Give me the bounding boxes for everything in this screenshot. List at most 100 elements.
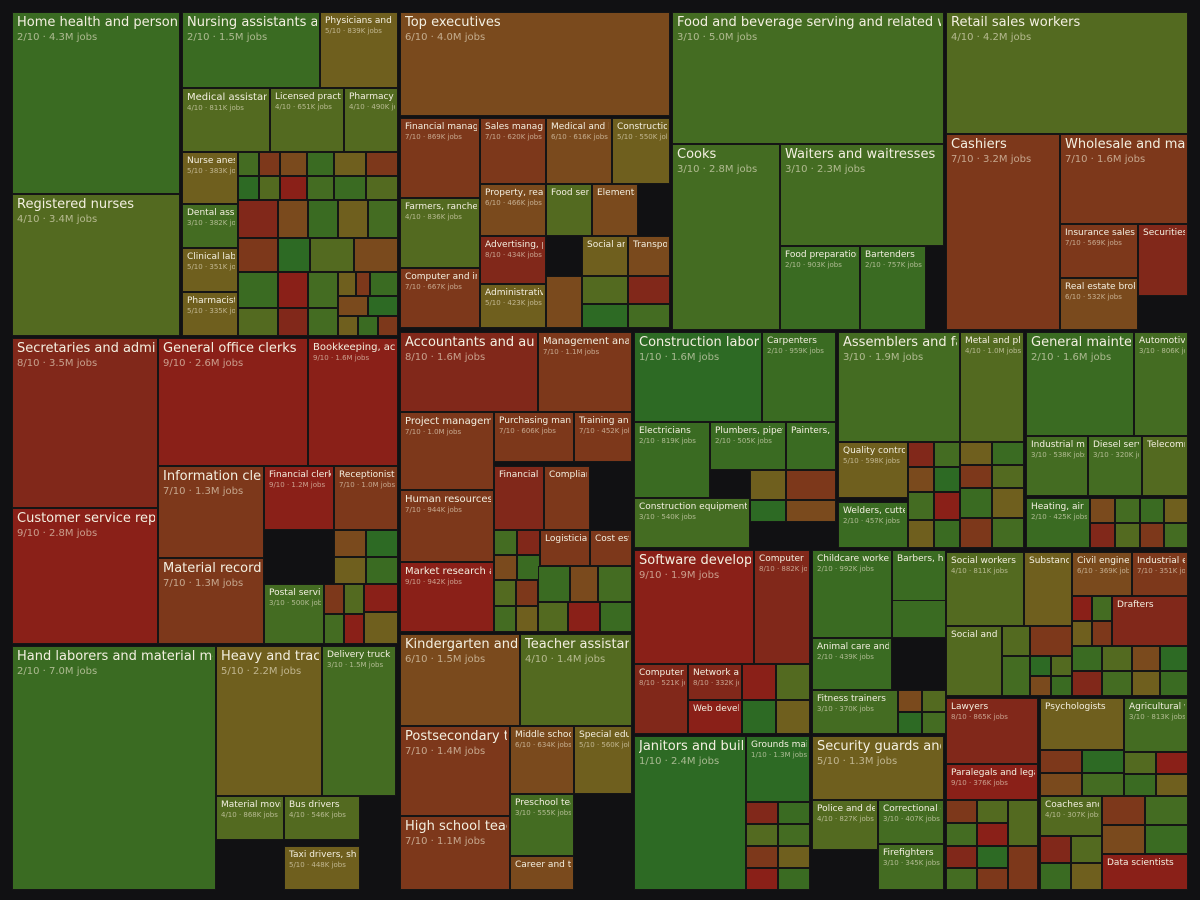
treemap-small-tile[interactable] [278,200,308,238]
treemap-small-tile[interactable] [977,800,1008,823]
treemap-tile[interactable]: Material recording clerks 7/10 · 1.3M job… [158,558,264,644]
treemap-small-tile[interactable] [1115,523,1140,548]
treemap-small-tile[interactable] [1040,836,1071,863]
treemap-tile[interactable]: Registered nurses 4/10 · 3.4M jobs [12,194,180,336]
treemap-tile[interactable]: Transportation managers [628,236,670,276]
treemap-tile[interactable]: Food service managers [546,184,592,236]
treemap-small-tile[interactable] [946,800,977,823]
treemap-small-tile[interactable] [1071,863,1102,890]
treemap-tile[interactable]: Nursing assistants and orderlies 2/10 · 1… [182,12,320,88]
treemap-small-tile[interactable] [370,272,398,296]
treemap-small-tile[interactable] [1102,671,1132,696]
treemap-small-tile[interactable] [946,823,977,846]
treemap-small-tile[interactable] [960,488,992,518]
treemap-small-tile[interactable] [324,614,344,644]
treemap-tile[interactable]: Special education teachers5/10 · 560K jo… [574,726,632,794]
treemap-tile[interactable]: Janitors and building cleaners 1/10 · 2.4… [634,736,746,890]
treemap-tile[interactable]: Medical assistants4/10 · 811K jobs [182,88,270,152]
treemap-small-tile[interactable] [494,555,517,580]
treemap-tile[interactable]: Farmers, ranchers, and agricultural mana… [400,198,480,268]
treemap-small-tile[interactable] [238,176,259,200]
treemap-small-tile[interactable] [778,846,810,868]
treemap-tile[interactable]: Paralegals and legal assistants9/10 · 37… [946,764,1038,800]
treemap-tile[interactable]: Lawyers 8/10 · 865K jobs [946,698,1038,764]
treemap-small-tile[interactable] [1071,836,1102,863]
treemap-small-tile[interactable] [1030,676,1051,696]
treemap-small-tile[interactable] [1030,656,1051,676]
treemap-tile[interactable]: Hand laborers and material movers 2/10 · … [12,646,216,890]
treemap-tile[interactable]: Electricians 2/10 · 819K jobs [634,422,710,498]
treemap-tile[interactable]: Sales managers7/10 · 620K jobs [480,118,546,184]
treemap-tile[interactable]: Agricultural workers3/10 · 813K jobs [1124,698,1188,752]
treemap-small-tile[interactable] [1090,498,1115,523]
treemap-small-tile[interactable] [238,272,278,308]
treemap-tile[interactable]: Market research analysts9/10 · 942K jobs [400,562,494,632]
treemap-small-tile[interactable] [494,580,516,606]
treemap-tile[interactable]: Diesel service technicians3/10 · 320K jo… [1088,436,1142,496]
treemap-tile[interactable]: Plumbers, pipefitters2/10 · 505K jobs [710,422,786,470]
treemap-small-tile[interactable] [742,700,776,734]
treemap-tile[interactable]: Psychologists [1040,698,1124,750]
treemap-small-tile[interactable] [922,690,946,712]
treemap-small-tile[interactable] [946,868,977,890]
treemap-small-tile[interactable] [238,238,278,272]
treemap-small-tile[interactable] [1051,676,1072,696]
treemap-small-tile[interactable] [334,176,366,200]
treemap-small-tile[interactable] [378,316,398,336]
treemap-small-tile[interactable] [1002,626,1030,656]
treemap-small-tile[interactable] [922,712,946,734]
treemap-small-tile[interactable] [582,276,628,304]
treemap-tile[interactable]: Middle school teachers6/10 · 634K jobs [510,726,574,794]
treemap-small-tile[interactable] [1102,796,1145,825]
treemap-small-tile[interactable] [238,308,278,336]
treemap-tile[interactable]: Social and community service managers [582,236,628,276]
treemap-small-tile[interactable] [908,492,934,520]
treemap-small-tile[interactable] [307,176,334,200]
treemap-tile[interactable]: Assemblers and fabricators 3/10 · 1.9M jo… [838,332,960,442]
treemap-tile[interactable]: Bartenders 2/10 · 757K jobs [860,246,926,330]
treemap-small-tile[interactable] [1072,671,1102,696]
treemap-tile[interactable]: High school teachers 7/10 · 1.1M jobs [400,816,510,890]
treemap-tile[interactable]: Logisticians [540,530,590,566]
treemap-small-tile[interactable] [366,530,398,557]
treemap-tile[interactable]: Food and beverage serving and related wo… [672,12,944,144]
treemap-tile[interactable]: Painters, construction [786,422,836,470]
treemap-small-tile[interactable] [1164,523,1188,548]
treemap-tile[interactable]: Cost estimators [590,530,632,566]
treemap-tile[interactable]: Postsecondary teachers 7/10 · 1.4M jobs [400,726,510,816]
treemap-tile[interactable]: Material moving machine operators4/10 · … [216,796,284,840]
treemap-small-tile[interactable] [1072,621,1092,646]
treemap-small-tile[interactable] [1102,646,1132,671]
treemap-tile[interactable]: Administrative services managers5/10 · 4… [480,284,546,328]
treemap-tile[interactable]: Social and human service assistants [946,626,1002,696]
treemap-tile[interactable]: Pharmacy technicians4/10 · 490K jobs [344,88,398,152]
treemap-small-tile[interactable] [977,868,1008,890]
treemap-tile[interactable]: Police and detectives4/10 · 827K jobs [812,800,878,850]
treemap-small-tile[interactable] [494,530,517,555]
treemap-small-tile[interactable] [324,584,344,614]
treemap-tile[interactable]: Home health and personal care 2/10 · 4.3M… [12,12,180,194]
treemap-tile[interactable]: Childcare workers2/10 · 992K jobs [812,550,892,638]
treemap-small-tile[interactable] [746,824,778,846]
treemap-tile[interactable]: Financial analysts [494,466,544,530]
treemap-small-tile[interactable] [334,530,366,557]
treemap-tile[interactable]: Animal care and service workers2/10 · 43… [812,638,892,690]
treemap-tile[interactable]: Social workers 4/10 · 811K jobs [946,552,1024,626]
treemap-small-tile[interactable] [259,152,280,176]
treemap-small-tile[interactable] [570,566,598,602]
treemap-tile[interactable]: Project management specialists7/10 · 1.0… [400,412,494,490]
treemap-tile[interactable]: Fitness trainers 3/10 · 370K jobs [812,690,898,734]
treemap-small-tile[interactable] [992,518,1024,548]
treemap-tile[interactable]: Computer support specialists8/10 · 882K … [754,550,810,664]
treemap-small-tile[interactable] [977,823,1008,846]
treemap-small-tile[interactable] [750,500,786,522]
treemap-tile[interactable]: Coaches and scouts4/10 · 307K jobs [1040,796,1102,836]
treemap-small-tile[interactable] [1008,800,1038,846]
treemap-small-tile[interactable] [628,276,670,304]
treemap-small-tile[interactable] [278,238,310,272]
treemap-small-tile[interactable] [934,520,960,548]
treemap-small-tile[interactable] [898,712,922,734]
treemap-small-tile[interactable] [278,272,308,308]
treemap-small-tile[interactable] [992,488,1024,518]
